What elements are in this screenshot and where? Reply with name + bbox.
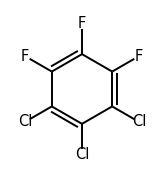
Text: F: F <box>78 16 86 31</box>
Text: F: F <box>135 49 143 64</box>
Text: Cl: Cl <box>132 114 146 129</box>
Text: F: F <box>21 49 29 64</box>
Text: Cl: Cl <box>75 147 89 162</box>
Text: Cl: Cl <box>18 114 32 129</box>
